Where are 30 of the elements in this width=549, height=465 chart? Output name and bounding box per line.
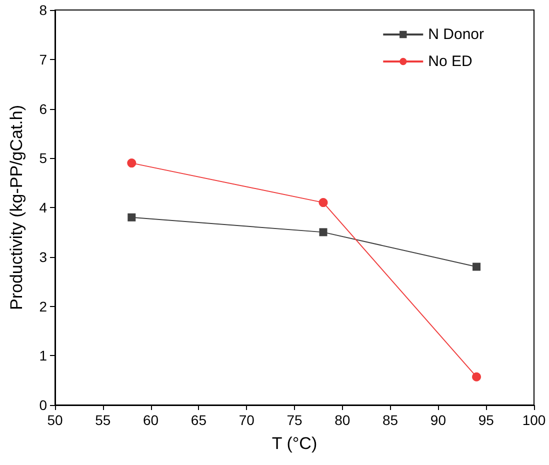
x-tick-label: 100 bbox=[522, 412, 546, 428]
x-tick-label: 75 bbox=[286, 412, 302, 428]
y-tick-label: 5 bbox=[39, 150, 48, 166]
x-axis-title: T (°C) bbox=[272, 434, 318, 453]
y-tick-label: 0 bbox=[39, 397, 48, 413]
point bbox=[318, 198, 328, 208]
x-tick-label: 95 bbox=[478, 412, 494, 428]
legend-label: N Donor bbox=[428, 26, 484, 43]
point bbox=[472, 262, 481, 271]
point bbox=[128, 213, 136, 222]
x-tick-label: 65 bbox=[190, 412, 207, 428]
x-tick-label: 55 bbox=[95, 412, 111, 428]
y-tick-label: 1 bbox=[39, 348, 48, 364]
x-tick-label: 90 bbox=[430, 412, 446, 428]
y-tick-label: 3 bbox=[39, 248, 48, 265]
x-tick-label: 70 bbox=[238, 412, 255, 428]
point bbox=[472, 372, 482, 382]
legend-label: No ED bbox=[428, 53, 472, 70]
point bbox=[127, 158, 136, 168]
y-tick-label: 4 bbox=[39, 200, 48, 216]
y-tick-label: 7 bbox=[39, 51, 48, 68]
y-tick-label: 2 bbox=[39, 298, 48, 314]
x-tick-label: 80 bbox=[334, 412, 350, 428]
x-tick-label: 60 bbox=[143, 412, 159, 428]
y-axis-title: Productivity (kg-PP/gCat.h) bbox=[7, 104, 26, 310]
x-tick-label: 85 bbox=[382, 412, 398, 428]
y-tick-label: 8 bbox=[39, 2, 48, 18]
point bbox=[319, 228, 328, 236]
x-tick-label: 50 bbox=[47, 412, 63, 428]
y-tick-label: 6 bbox=[39, 100, 48, 117]
